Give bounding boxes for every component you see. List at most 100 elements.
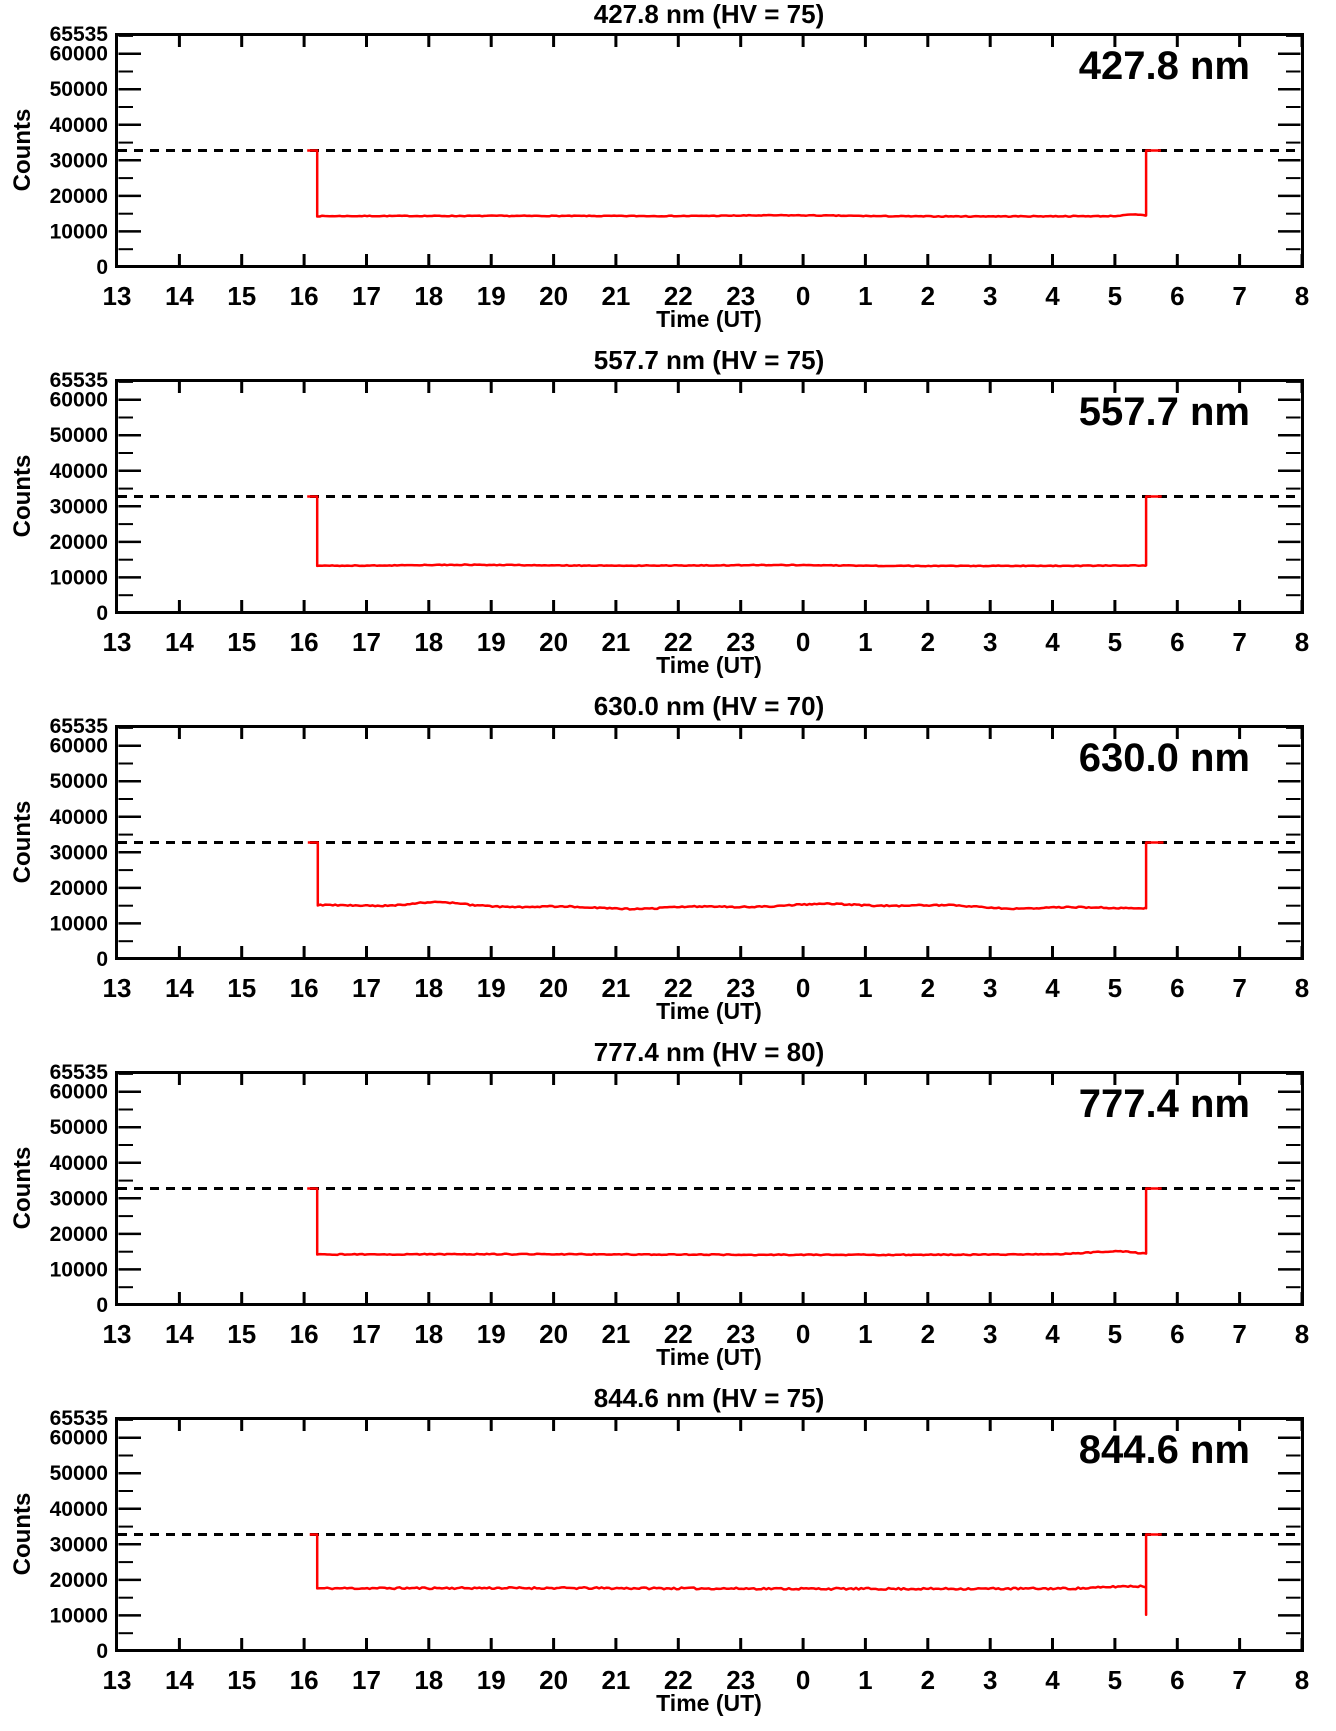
x-tick-label: 19: [477, 281, 506, 311]
wavelength-annotation: 427.8 nm: [1079, 44, 1250, 88]
x-tick-label: 6: [1170, 1319, 1184, 1349]
x-tick-label: 2: [921, 973, 935, 1003]
x-tick-label: 5: [1108, 281, 1122, 311]
x-tick-label: 16: [290, 281, 319, 311]
y-tick-label: 65535: [50, 1407, 109, 1430]
x-tick-label: 16: [290, 1319, 319, 1349]
x-tick-label: 13: [103, 1665, 132, 1695]
x-tick-label: 17: [352, 1665, 381, 1695]
x-tick-label: 7: [1232, 281, 1246, 311]
counts-trace: [307, 1187, 1162, 1257]
y-tick-label: 20000: [50, 185, 108, 208]
x-tick-label: 18: [414, 281, 443, 311]
x-tick-label: 19: [477, 1319, 506, 1349]
x-tick-label: 13: [103, 627, 132, 657]
x-tick-label: 4: [1045, 627, 1060, 657]
x-tick-label: 13: [103, 1319, 132, 1349]
x-tick-label: 20: [539, 281, 568, 311]
x-tick-label: 19: [477, 1665, 506, 1695]
x-tick-label: 8: [1295, 1665, 1309, 1695]
x-tick-label: 23: [726, 1665, 755, 1695]
x-tick-label: 6: [1170, 281, 1184, 311]
x-tick-label: 23: [726, 627, 755, 657]
x-tick-label: 18: [414, 1665, 443, 1695]
y-tick-label: 10000: [50, 1604, 108, 1627]
y-tick-label: 20000: [50, 1223, 108, 1246]
y-tick-label: 30000: [50, 149, 108, 172]
x-tick-label: 14: [165, 281, 194, 311]
x-tick-label: 17: [352, 973, 381, 1003]
panel-title: 427.8 nm (HV = 75): [594, 0, 825, 29]
wavelength-annotation: 557.7 nm: [1079, 390, 1250, 434]
counts-trace: [307, 149, 1161, 218]
wavelength-annotation: 844.6 nm: [1079, 1428, 1250, 1472]
x-tick-label: 0: [796, 627, 810, 657]
x-tick-label: 17: [352, 281, 381, 311]
x-tick-label: 23: [726, 1319, 755, 1349]
x-tick-label: 6: [1170, 1665, 1184, 1695]
plot-panel-427-8nm: 427.8 nm (HV = 75) 427.8 nm Counts Time …: [9, 0, 1309, 332]
x-tick-label: 20: [539, 973, 568, 1003]
x-tick-label: 6: [1170, 627, 1184, 657]
wavelength-annotation: 630.0 nm: [1079, 736, 1250, 780]
y-axis-label: Counts: [9, 1493, 36, 1576]
axis-frame: [115, 1071, 1304, 1306]
x-tick-label: 0: [796, 1665, 810, 1695]
y-axis-label: Counts: [9, 1147, 36, 1230]
x-tick-label: 2: [921, 1665, 935, 1695]
x-tick-label: 14: [165, 1319, 194, 1349]
y-tick-label: 60000: [50, 389, 108, 412]
x-tick-label: 1: [858, 281, 872, 311]
plot-panel-777-4nm: 777.4 nm (HV = 80) 777.4 nm Counts Time …: [9, 1038, 1309, 1370]
x-tick-label: 8: [1295, 1319, 1309, 1349]
x-tick-label: 3: [983, 973, 997, 1003]
x-tick-label: 22: [664, 1665, 693, 1695]
y-tick-label: 0: [96, 948, 108, 971]
y-tick-label: 30000: [50, 1533, 108, 1556]
x-tick-label: 21: [601, 281, 630, 311]
x-tick-label: 21: [601, 1319, 630, 1349]
y-axis-label: Counts: [9, 109, 36, 192]
y-tick-label: 40000: [50, 1152, 108, 1175]
x-tick-label: 5: [1108, 1665, 1122, 1695]
plot-panel-844-6nm: 844.6 nm (HV = 75) 844.6 nm Counts Time …: [9, 1384, 1309, 1716]
y-tick-label: 20000: [50, 1569, 108, 1592]
x-tick-label: 2: [921, 281, 935, 311]
axis-frame: [115, 725, 1304, 960]
x-tick-label: 22: [664, 627, 693, 657]
x-tick-label: 19: [477, 973, 506, 1003]
x-tick-label: 2: [921, 1319, 935, 1349]
x-axis-label: Time (UT): [656, 306, 762, 332]
x-tick-label: 3: [983, 627, 997, 657]
x-tick-label: 1: [858, 1665, 872, 1695]
x-tick-label: 4: [1045, 1665, 1060, 1695]
x-tick-label: 1: [858, 973, 872, 1003]
x-tick-label: 15: [227, 1665, 256, 1695]
x-tick-label: 3: [983, 281, 997, 311]
panel-title: 777.4 nm (HV = 80): [594, 1038, 825, 1067]
x-axis-label: Time (UT): [656, 652, 762, 678]
wavelength-annotation: 777.4 nm: [1079, 1082, 1250, 1126]
x-tick-label: 20: [539, 1319, 568, 1349]
y-tick-label: 10000: [50, 220, 108, 243]
x-tick-label: 14: [165, 627, 194, 657]
x-tick-label: 15: [227, 1319, 256, 1349]
x-tick-label: 4: [1045, 1319, 1060, 1349]
x-tick-label: 15: [227, 281, 256, 311]
x-tick-label: 14: [165, 973, 194, 1003]
x-tick-label: 18: [414, 1319, 443, 1349]
panel-title: 630.0 nm (HV = 70): [594, 692, 825, 721]
y-tick-label: 40000: [50, 806, 108, 829]
y-tick-label: 50000: [50, 1116, 108, 1139]
x-tick-label: 6: [1170, 973, 1184, 1003]
x-tick-label: 8: [1295, 973, 1309, 1003]
x-tick-label: 21: [601, 1665, 630, 1695]
x-tick-label: 15: [227, 973, 256, 1003]
y-tick-label: 65535: [50, 369, 109, 392]
x-tick-label: 4: [1045, 281, 1060, 311]
x-tick-label: 8: [1295, 627, 1309, 657]
x-tick-label: 17: [352, 1319, 381, 1349]
x-tick-label: 7: [1232, 1319, 1246, 1349]
counts-trace: [307, 841, 1164, 911]
